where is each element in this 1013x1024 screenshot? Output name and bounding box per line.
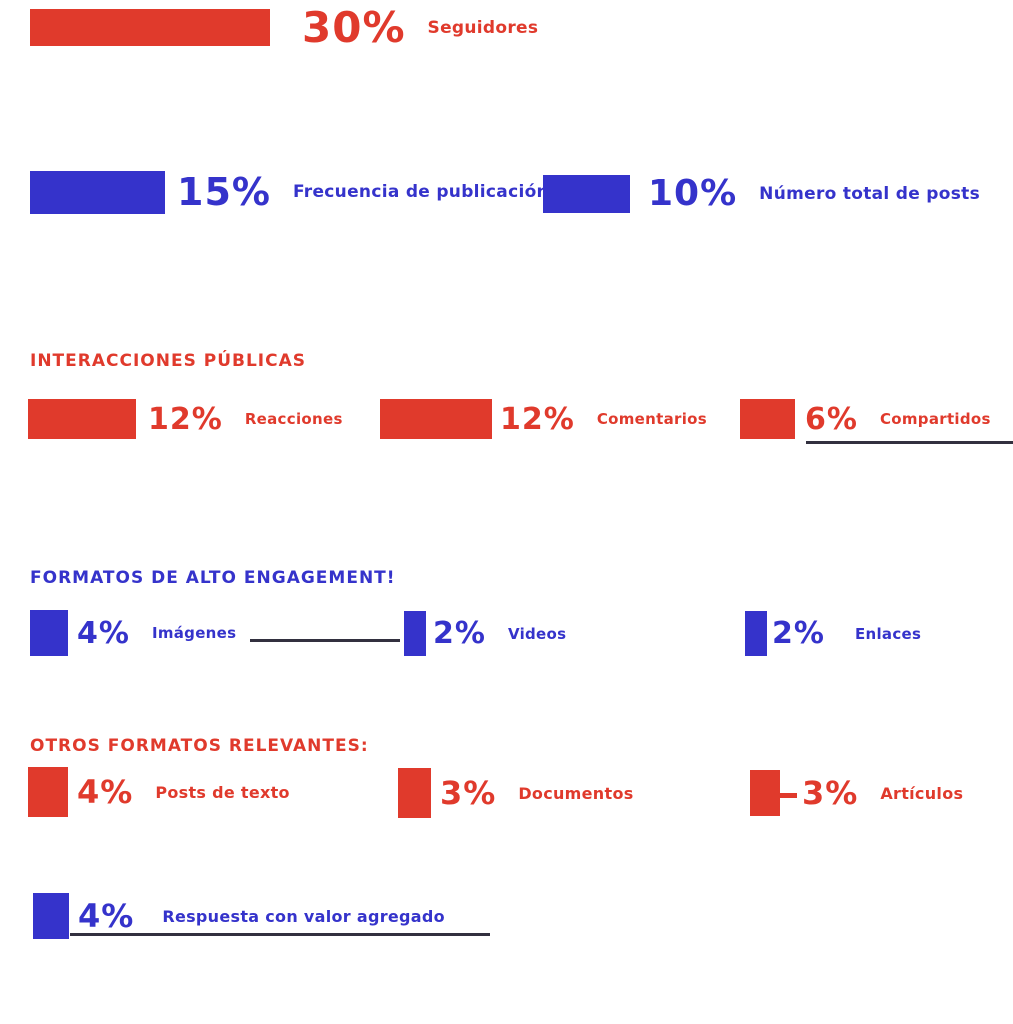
metric-value-posts-texto: 4% [77, 773, 134, 811]
metric-enlaces: 2% Enlaces [745, 611, 921, 656]
section-header-otros-formatos-relevantes: OTROS FORMATOS RELEVANTES: [30, 736, 369, 756]
metric-reacciones: 12% Reacciones [28, 399, 343, 439]
bar-frecuencia-publicacion [30, 170, 165, 214]
metric-imagenes: 4% Imágenes [30, 610, 236, 656]
metric-value-comentarios: 12% [500, 401, 575, 437]
bar-compartidos [740, 399, 795, 439]
metric-value-frecuencia: 15% [177, 170, 271, 214]
bar-seguidores [30, 9, 270, 46]
metric-comentarios: 12% Comentarios [380, 399, 707, 439]
section-header-formatos-alto-engagement: FORMATOS DE ALTO ENGAGEMENT! [30, 568, 396, 588]
metric-compartidos: 6% Compartidos [740, 399, 991, 439]
metric-value-seguidores: 30% [302, 3, 406, 52]
bar-imagenes [30, 610, 68, 656]
connector-line-bottom [70, 933, 490, 936]
bar-numero-total-posts [543, 174, 630, 213]
metric-value-numero-posts: 10% [648, 173, 738, 214]
bar-posts-de-texto [28, 767, 68, 817]
metric-articulos: 3% Artículos [750, 770, 963, 816]
metric-value-imagenes: 4% [77, 615, 130, 651]
bar-enlaces [745, 611, 767, 656]
metric-documentos: 3% Documentos [398, 768, 634, 818]
metric-label-reacciones: Reacciones [244, 410, 343, 428]
metric-posts-de-texto: 4% Posts de texto [28, 767, 290, 817]
metric-seguidores: 30% Seguidores [30, 3, 538, 52]
metric-value-documentos: 3% [440, 774, 497, 812]
connector-line-compartidos [806, 441, 1013, 444]
metric-label-comentarios: Comentarios [596, 410, 707, 428]
metric-numero-total-posts: 10% Número total de posts [543, 173, 980, 214]
bar-respuesta-valor-agregado [33, 893, 69, 939]
bar-documentos [398, 768, 431, 818]
metric-value-compartidos: 6% [805, 401, 858, 437]
bar-videos [404, 611, 426, 656]
metric-value-articulos: 3% [802, 774, 859, 812]
metric-value-enlaces: 2% [772, 616, 825, 651]
section-header-interacciones-publicas: INTERACCIONES PÚBLICAS [30, 351, 306, 371]
metric-label-frecuencia: Frecuencia de publicación [292, 182, 549, 202]
metric-label-imagenes: Imágenes [151, 624, 237, 642]
connector-dash-articulos [780, 793, 797, 798]
metric-value-respuesta: 4% [78, 897, 135, 935]
metric-value-reacciones: 12% [148, 401, 223, 437]
bar-reacciones [28, 399, 136, 439]
bar-comentarios [380, 399, 492, 439]
metric-label-documentos: Documentos [518, 783, 634, 803]
metric-label-numero-posts: Número total de posts [759, 183, 981, 204]
metric-label-compartidos: Compartidos [879, 410, 991, 428]
metric-label-posts-texto: Posts de texto [155, 782, 290, 802]
metric-label-videos: Videos [507, 624, 567, 643]
metric-label-enlaces: Enlaces [854, 624, 922, 643]
metric-value-videos: 2% [433, 616, 486, 651]
metric-videos: 2% Videos [404, 611, 566, 656]
metric-label-articulos: Artículos [880, 783, 964, 803]
metric-respuesta-valor-agregado: 4% Respuesta con valor agregado [33, 893, 445, 939]
metric-label-respuesta: Respuesta con valor agregado [162, 906, 445, 926]
metric-frecuencia-publicacion: 15% Frecuencia de publicación [30, 170, 549, 214]
metric-label-seguidores: Seguidores [427, 17, 539, 38]
bar-articulos [750, 770, 780, 816]
connector-line-imagenes [250, 639, 400, 642]
